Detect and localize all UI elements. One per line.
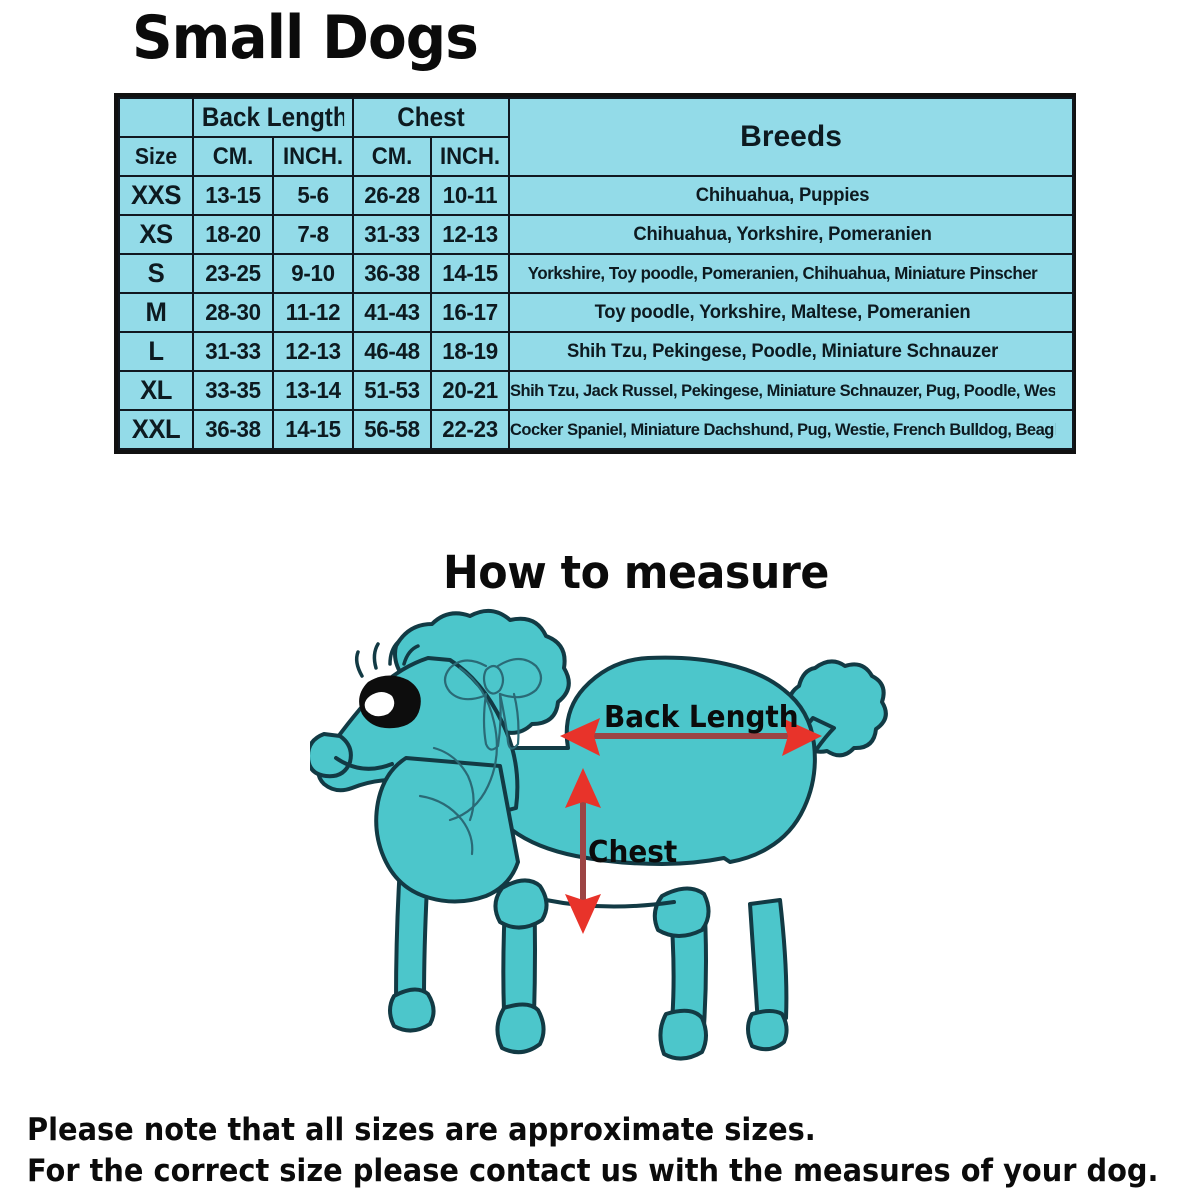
note-line-1: Please note that all sizes are approxima…: [27, 1112, 816, 1148]
header-chest-cm: CM.: [355, 136, 429, 177]
poodle-bow: [443, 657, 543, 751]
how-to-measure-heading: How to measure: [443, 546, 829, 599]
table-row: XXS 13-15 5-6 26-28 10-11 Chihuahua, Pup…: [119, 175, 1073, 216]
disclaimer-note: Please note that all sizes are approxima…: [27, 1110, 1159, 1192]
cell-chest-inch: 20-21: [431, 370, 509, 411]
cell-back-length-inch: 7-8: [273, 214, 353, 255]
cell-breeds: Shih Tzu, Jack Russel, Pekingese, Miniat…: [508, 370, 1058, 411]
size-chart-table: Back Length Chest Breeds Size CM. INCH. …: [118, 97, 1075, 450]
cell-breeds: Toy poodle, Yorkshire, Maltese, Pomerani…: [508, 292, 1058, 333]
header-chest-inch: INCH.: [433, 136, 507, 177]
cell-size: XS: [119, 214, 193, 255]
cell-size: XXL: [119, 409, 193, 450]
cell-chest-inch: 18-19: [431, 331, 509, 372]
table-row: S 23-25 9-10 36-38 14-15 Yorkshire, Toy …: [119, 253, 1073, 294]
poodle-eyelashes: [354, 640, 420, 678]
cell-breeds: Chihuahua, Puppies: [508, 175, 1058, 216]
chest-label: Chest: [588, 835, 678, 870]
cell-back-length-cm: 13-15: [193, 175, 273, 216]
poodle-front-cuff-far: [388, 987, 436, 1033]
poodle-measurement-illustration: .body { fill:#4cc6cb; stroke:#123a44; st…: [310, 600, 890, 1090]
poodle-hind-leg-far: [748, 898, 789, 1026]
cell-size: XXS: [119, 175, 193, 216]
cell-back-length-inch: 13-14: [273, 370, 353, 411]
cell-chest-cm: 51-53: [353, 370, 431, 411]
table-row: XS 18-20 7-8 31-33 12-13 Chihuahua, York…: [119, 214, 1073, 255]
poodle-body: [486, 655, 817, 866]
cell-back-length-inch: 12-13: [273, 331, 353, 372]
poodle-hind-cuff-near: [652, 886, 711, 938]
cell-back-length-cm: 28-30: [193, 292, 273, 333]
table-row: L 31-33 12-13 46-48 18-19 Shih Tzu, Peki…: [119, 331, 1073, 372]
cell-chest-cm: 31-33: [353, 214, 431, 255]
cell-size: M: [119, 292, 193, 333]
header-chest: Chest: [359, 97, 503, 138]
table-row: XXL 36-38 14-15 56-58 22-23 Cocker Spani…: [119, 409, 1073, 450]
table-header-unit-row: Size CM. INCH. CM. INCH.: [119, 136, 1073, 177]
table-row: M 28-30 11-12 41-43 16-17 Toy poodle, Yo…: [119, 292, 1073, 333]
cell-back-length-inch: 14-15: [273, 409, 353, 450]
poodle-front-cuff-near: [493, 878, 549, 930]
table-row: XL 33-35 13-14 51-53 20-21 Shih Tzu, Jac…: [119, 370, 1073, 411]
cell-chest-inch: 14-15: [431, 253, 509, 294]
cell-chest-inch: 22-23: [431, 409, 509, 450]
cell-breeds: Shih Tzu, Pekingese, Poodle, Miniature S…: [508, 331, 1058, 372]
cell-chest-cm: 41-43: [353, 292, 431, 333]
cell-back-length-inch: 9-10: [273, 253, 353, 294]
table-header-group-row: Back Length Chest Breeds: [118, 97, 1075, 177]
header-back-length-inch: INCH.: [275, 136, 351, 177]
cell-size: S: [119, 253, 193, 294]
poodle-front-paw-near: [495, 1002, 546, 1055]
cell-size: XL: [119, 370, 193, 411]
cell-back-length-cm: 18-20: [193, 214, 273, 255]
cell-back-length-cm: 31-33: [193, 331, 273, 372]
header-breeds: Breeds: [508, 97, 1075, 177]
cell-chest-cm: 36-38: [353, 253, 431, 294]
cell-chest-cm: 46-48: [353, 331, 431, 372]
page-title: Small Dogs: [132, 3, 479, 73]
cell-back-length-cm: 23-25: [193, 253, 273, 294]
cell-size: L: [119, 331, 193, 372]
poodle-hind-paw-near: [658, 1008, 708, 1061]
header-back-length: Back Length: [200, 97, 346, 138]
note-line-2: For the correct size please contact us w…: [27, 1153, 1159, 1189]
back-length-label: Back Length: [604, 700, 799, 735]
cell-back-length-inch: 11-12: [273, 292, 353, 333]
cell-back-length-cm: 36-38: [193, 409, 273, 450]
cell-breeds: Yorkshire, Toy poodle, Pomeranien, Chihu…: [508, 253, 1058, 294]
poodle-hind-paw-far: [746, 1009, 789, 1052]
size-chart-table-container: Back Length Chest Breeds Size CM. INCH. …: [114, 93, 1076, 454]
header-size: Size: [121, 136, 191, 177]
cell-chest-cm: 56-58: [353, 409, 431, 450]
cell-chest-inch: 12-13: [431, 214, 509, 255]
header-back-length-cm: CM.: [195, 136, 271, 177]
cell-breeds: Cocker Spaniel, Miniature Dachshund, Pug…: [508, 409, 1058, 450]
cell-chest-inch: 16-17: [431, 292, 509, 333]
cell-back-length-inch: 5-6: [273, 175, 353, 216]
cell-chest-cm: 26-28: [353, 175, 431, 216]
cell-chest-inch: 10-11: [431, 175, 509, 216]
header-empty-corner: [118, 97, 194, 138]
poodle-head: [310, 608, 571, 904]
cell-breeds: Chihuahua, Yorkshire, Pomeranien: [508, 214, 1058, 255]
cell-back-length-cm: 33-35: [193, 370, 273, 411]
